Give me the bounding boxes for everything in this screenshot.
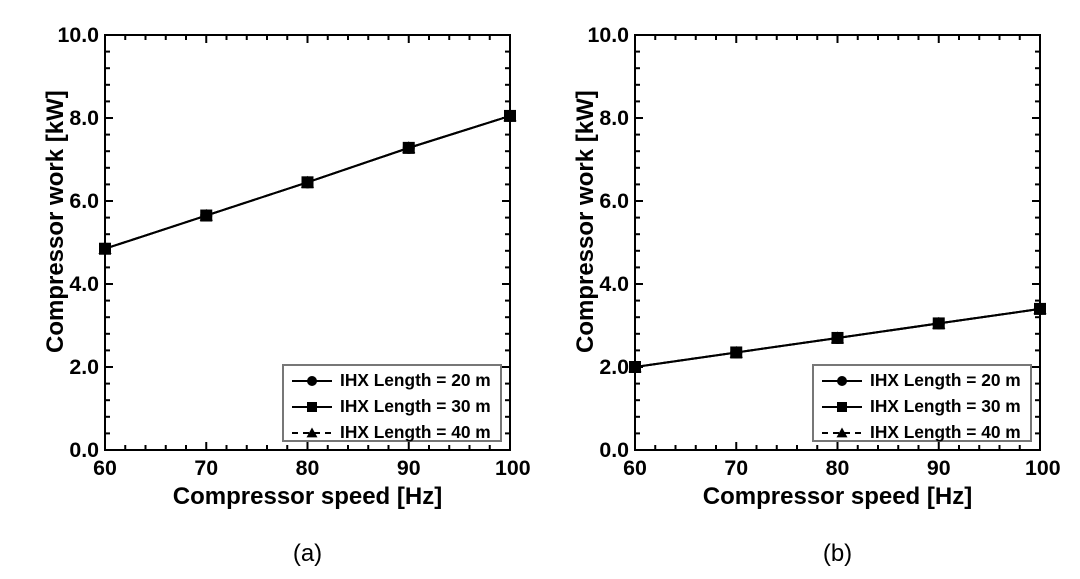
legend-entry: IHX Length = 30 m (290, 394, 491, 420)
y-tick-label: 10.0 (57, 23, 99, 48)
panel-caption-a: (a) (105, 540, 510, 568)
y-tick-label: 6.0 (599, 189, 629, 214)
legend-entry: IHX Length = 20 m (290, 368, 491, 394)
legend-entry: IHX Length = 20 m (820, 368, 1021, 394)
legend-label: IHX Length = 20 m (340, 370, 491, 390)
y-tick-label: 6.0 (69, 189, 99, 214)
x-tick-label: 70 (191, 456, 221, 481)
x-tick-label: 90 (394, 456, 424, 481)
legend-label: IHX Length = 20 m (870, 370, 1021, 390)
plot-area-a: IHX Length = 20 m IHX Length = 30 m IHX Le… (105, 35, 510, 450)
x-tick-label: 80 (823, 456, 853, 481)
y-tick-label: 4.0 (69, 272, 99, 297)
y-tick-label: 0.0 (599, 438, 629, 463)
y-tick-label: 4.0 (599, 272, 629, 297)
y-tick-label: 10.0 (587, 23, 629, 48)
legend-label: IHX Length = 30 m (870, 396, 1021, 416)
legend-entry: IHX Length = 40 m (820, 420, 1021, 446)
y-tick-label: 8.0 (69, 106, 99, 131)
panel-b: IHX Length = 20 m IHX Length = 30 m IHX Le… (550, 10, 1060, 530)
x-tick-label: 100 (495, 456, 525, 481)
plot-area-b: IHX Length = 20 m IHX Length = 30 m IHX Le… (635, 35, 1040, 450)
panel-a: IHX Length = 20 m IHX Length = 30 m IHX Le… (20, 10, 530, 530)
legend-box-b: IHX Length = 20 m IHX Length = 30 m IHX Le… (812, 364, 1032, 442)
y-tick-label: 0.0 (69, 438, 99, 463)
x-axis-label-a: Compressor speed [Hz] (105, 483, 510, 511)
legend-label: IHX Length = 40 m (870, 422, 1021, 442)
x-tick-label: 80 (293, 456, 323, 481)
legend-label: IHX Length = 40 m (340, 422, 491, 442)
y-axis-label-b: Compressor work [kW] (572, 90, 600, 353)
figure-root: IHX Length = 20 m IHX Length = 30 m IHX Le… (0, 0, 1080, 579)
y-axis-label-a: Compressor work [kW] (42, 90, 70, 353)
legend-label: IHX Length = 30 m (340, 396, 491, 416)
x-axis-label-b: Compressor speed [Hz] (635, 483, 1040, 511)
x-tick-label: 90 (924, 456, 954, 481)
panel-caption-b: (b) (635, 540, 1040, 568)
y-tick-label: 2.0 (599, 355, 629, 380)
legend-entry: IHX Length = 30 m (820, 394, 1021, 420)
legend-entry: IHX Length = 40 m (290, 420, 491, 446)
y-tick-label: 8.0 (599, 106, 629, 131)
y-tick-label: 2.0 (69, 355, 99, 380)
x-tick-label: 70 (721, 456, 751, 481)
x-tick-label: 100 (1025, 456, 1055, 481)
legend-box-a: IHX Length = 20 m IHX Length = 30 m IHX Le… (282, 364, 502, 442)
